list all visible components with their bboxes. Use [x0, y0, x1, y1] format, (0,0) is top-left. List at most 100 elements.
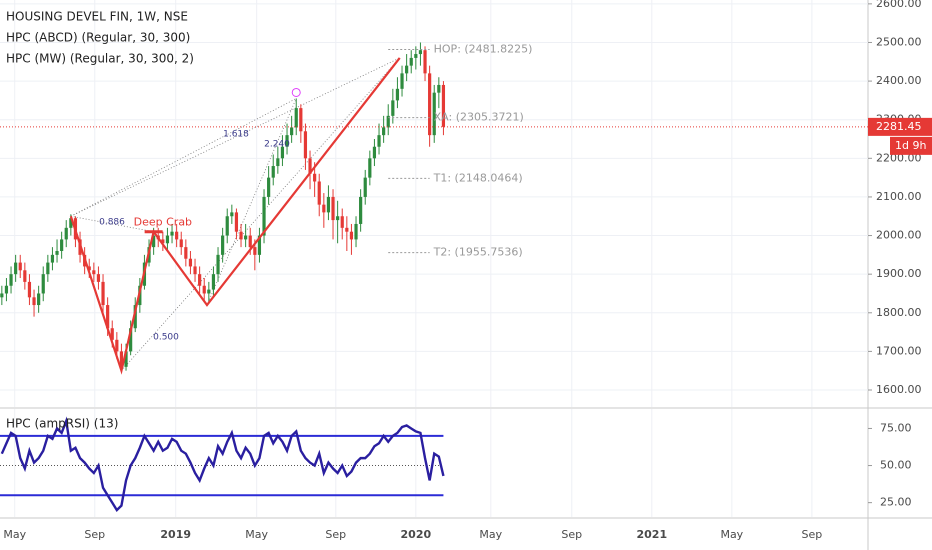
candle-body — [313, 173, 317, 182]
candle-body — [331, 196, 335, 221]
candle-body — [345, 227, 349, 232]
candle-body — [87, 266, 91, 271]
candle-body — [69, 218, 73, 228]
candle-body — [170, 231, 174, 236]
candle-body — [60, 239, 64, 251]
candle-body — [165, 235, 170, 244]
candle-body — [340, 216, 344, 228]
candle-body — [129, 328, 133, 352]
last-price-box — [868, 117, 932, 136]
candle-body — [202, 285, 206, 294]
candle-body — [46, 262, 50, 275]
candle-body — [119, 351, 124, 367]
candle-body — [400, 73, 404, 89]
level-label: XA: (2305.3721) — [434, 111, 524, 124]
chart-title: HOUSING DEVEL FIN, 1W, NSE — [6, 10, 188, 24]
candle-body — [368, 158, 372, 178]
candle-body — [409, 57, 413, 66]
candle-body — [308, 158, 312, 174]
candle-body — [386, 115, 390, 128]
candle-body — [234, 212, 239, 232]
last-price-label: 2281.45 — [876, 120, 922, 133]
candle-body — [395, 88, 400, 101]
y-tick-label: 2500.00 — [876, 35, 922, 48]
candle-body — [198, 274, 202, 286]
candle-body — [428, 73, 432, 136]
y-tick-label: 2600.00 — [876, 0, 922, 10]
candle-body — [152, 235, 156, 248]
x-tick-label: May — [3, 528, 26, 541]
y-tick-label: 75.00 — [880, 421, 912, 434]
pattern-name: Deep Crab — [134, 216, 192, 229]
countdown-box — [890, 136, 932, 155]
pattern-guide — [70, 215, 154, 233]
y-tick-label: 25.00 — [880, 496, 912, 509]
indicator-label: HPC (MW) (Regular, 30, 300, 2) — [6, 52, 194, 66]
candle-body — [106, 305, 110, 329]
candle-body — [216, 254, 220, 275]
candle-body — [317, 181, 321, 205]
y-tick-label: 1800.00 — [876, 306, 922, 319]
level-label: T2: (1955.7536) — [433, 246, 523, 259]
candle-body — [244, 235, 248, 240]
y-tick-label: 2400.00 — [876, 74, 922, 87]
ratio-label: 0.886 — [99, 218, 125, 228]
x-tick-label: May — [720, 528, 743, 541]
candle-body — [391, 100, 395, 116]
candle-body — [239, 231, 243, 240]
candle-body — [262, 196, 266, 236]
candle-body — [124, 351, 128, 367]
candle-body — [363, 177, 367, 197]
x-tick-label: Sep — [325, 528, 346, 541]
candle-body — [184, 247, 188, 259]
candle-body — [432, 92, 436, 136]
candle-body — [175, 231, 179, 240]
candle-body — [290, 127, 294, 136]
candle-body — [405, 65, 409, 74]
candle-body — [133, 305, 137, 329]
candle-body — [50, 254, 55, 263]
pattern-guide — [121, 57, 401, 371]
pattern-guide — [70, 98, 297, 217]
candle-body — [276, 158, 280, 167]
candle-body — [280, 146, 285, 159]
candle-body — [37, 293, 41, 306]
candle-body — [418, 50, 423, 55]
candle-body — [4, 285, 9, 294]
candle-body — [207, 289, 211, 294]
candle-body — [41, 274, 45, 294]
candle-body — [349, 231, 354, 240]
candle-body — [92, 270, 96, 275]
countdown: 1d 9h — [895, 139, 926, 152]
candle-body — [14, 262, 18, 275]
indicator-label: HPC (ABCD) (Regular, 30, 300) — [6, 31, 190, 45]
candle-body — [248, 235, 252, 248]
y-tick-label: 2000.00 — [876, 229, 922, 242]
candle-body — [230, 212, 234, 217]
ratio-label: 2.240 — [264, 140, 290, 150]
candle-body — [18, 262, 22, 271]
candle-body — [225, 216, 229, 236]
x-tick-label: May — [479, 528, 502, 541]
candle-body — [257, 235, 262, 255]
candle-body — [161, 239, 165, 244]
candle-body — [267, 177, 271, 197]
candle-body — [441, 84, 446, 127]
candle-body — [382, 127, 386, 136]
candle-body — [23, 270, 27, 282]
candle-body — [303, 131, 308, 159]
marker — [291, 87, 301, 97]
candle-body — [372, 146, 377, 159]
candle-body — [294, 108, 298, 128]
candle-body — [414, 54, 418, 58]
candle-body — [64, 227, 68, 240]
candle-body — [423, 50, 427, 74]
x-tick-label: 2021 — [636, 528, 667, 541]
candle-body — [299, 108, 303, 132]
candle-body — [221, 235, 225, 255]
y-tick-label: 1900.00 — [876, 267, 922, 280]
candle-body — [285, 135, 289, 147]
candle-body — [110, 328, 114, 340]
oscillator-line — [0, 416, 445, 512]
candle-body — [193, 266, 197, 275]
